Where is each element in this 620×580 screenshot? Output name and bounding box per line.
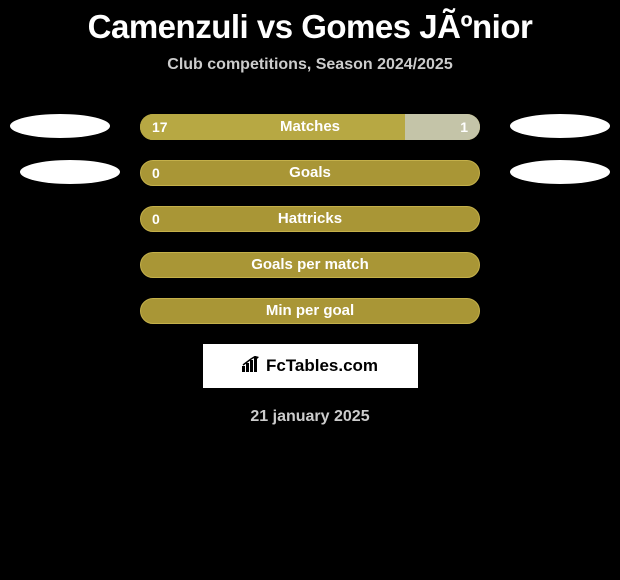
player-right-ellipse — [510, 160, 610, 184]
stat-bar: Hattricks0 — [140, 206, 480, 232]
stat-value-left: 0 — [152, 206, 160, 232]
stat-row: Hattricks0 — [0, 206, 620, 232]
stats-list: Matches171Goals0Hattricks0Goals per matc… — [0, 114, 620, 324]
comparison-infographic: Camenzuli vs Gomes JÃºnior Club competit… — [0, 0, 620, 426]
player-right-ellipse — [510, 114, 610, 138]
stat-bar: Matches17 1 — [140, 114, 480, 140]
stat-bar: Min per goal — [140, 298, 480, 324]
player-left-ellipse — [10, 114, 110, 138]
stat-label: Goals — [140, 160, 480, 186]
season-label: Club competitions, Season 2024/2025 — [0, 56, 620, 74]
player-left-ellipse — [20, 160, 120, 184]
stat-label: Hattricks — [140, 206, 480, 232]
stat-label: Matches — [140, 114, 480, 140]
stat-value-right: 1 — [460, 114, 468, 140]
page-title: Camenzuli vs Gomes JÃºnior — [0, 8, 620, 46]
logo: FcTables.com — [242, 356, 378, 377]
stat-bar: Goals per match — [140, 252, 480, 278]
stat-label: Min per goal — [140, 298, 480, 324]
stat-row: Matches17 1 — [0, 114, 620, 140]
stat-row: Goals0 — [0, 160, 620, 186]
stat-value-left: 0 — [152, 160, 160, 186]
stat-bar: Goals0 — [140, 160, 480, 186]
date-label: 21 january 2025 — [0, 408, 620, 426]
stat-value-left: 17 — [152, 114, 168, 140]
stat-row: Goals per match — [0, 252, 620, 278]
stat-label: Goals per match — [140, 252, 480, 278]
logo-text: FcTables.com — [266, 356, 378, 376]
stat-row: Min per goal — [0, 298, 620, 324]
chart-icon — [242, 356, 262, 377]
logo-box: FcTables.com — [203, 344, 418, 388]
